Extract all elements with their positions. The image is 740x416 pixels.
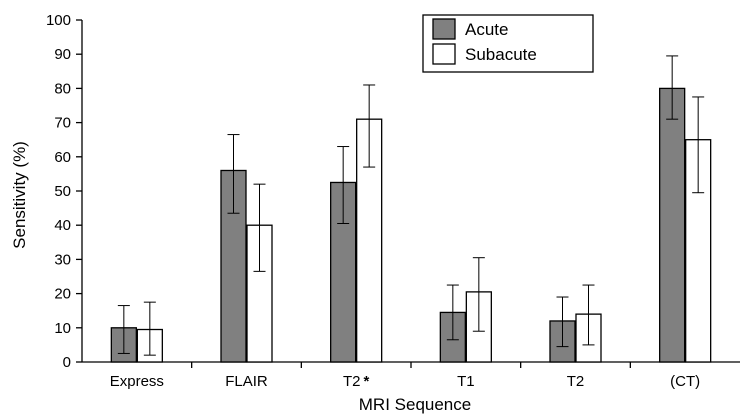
y-axis: 0 10 20 30 40 50 60 70 80 90 100 <box>46 12 83 371</box>
x-tick-label: FLAIR <box>225 373 268 390</box>
x-tick-label: T1 <box>457 373 475 390</box>
x-tick-label-text: T2 <box>567 373 585 390</box>
y-tick-label: 50 <box>54 183 71 200</box>
x-tick-label: T2 <box>567 373 585 390</box>
x-tick-label-text: Express <box>110 373 164 390</box>
y-tick-label: 100 <box>46 12 71 29</box>
legend-swatch-subacute <box>432 43 456 65</box>
y-axis-title: Sensitivity (%) <box>10 141 29 249</box>
legend-label-acute: Acute <box>465 20 508 39</box>
x-tick-label: Express <box>110 373 164 390</box>
x-tick-label: (CT) <box>670 373 700 390</box>
x-tick-label-text: (CT) <box>670 373 700 390</box>
y-tick-label: 10 <box>54 320 71 337</box>
x-tick-label: T2 * <box>343 373 370 390</box>
y-tick-label: 70 <box>54 115 71 132</box>
legend-label-subacute: Subacute <box>465 45 537 64</box>
x-tick-label-text: T2 <box>343 373 361 390</box>
y-tick-label: 60 <box>54 149 71 166</box>
y-tick-label: 30 <box>54 251 71 268</box>
bars <box>110 87 712 363</box>
error-bars <box>117 55 705 356</box>
y-tick-label: 80 <box>54 80 71 97</box>
x-axis: Express FLAIR T2 * T1 T2 (CT) <box>82 361 740 390</box>
y-tick-label: 90 <box>54 46 71 63</box>
y-tick-label: 20 <box>54 286 71 303</box>
x-tick-label-mark: * <box>364 373 370 390</box>
y-tick-label: 0 <box>63 354 71 371</box>
legend: Acute Subacute <box>422 14 594 73</box>
y-tick-label: 40 <box>54 217 71 234</box>
legend-swatch-acute <box>432 18 456 40</box>
x-tick-label-text: T1 <box>457 373 475 390</box>
x-axis-title: MRI Sequence <box>359 395 471 414</box>
x-tick-label-text: FLAIR <box>225 373 268 390</box>
bar-acute <box>659 87 686 363</box>
